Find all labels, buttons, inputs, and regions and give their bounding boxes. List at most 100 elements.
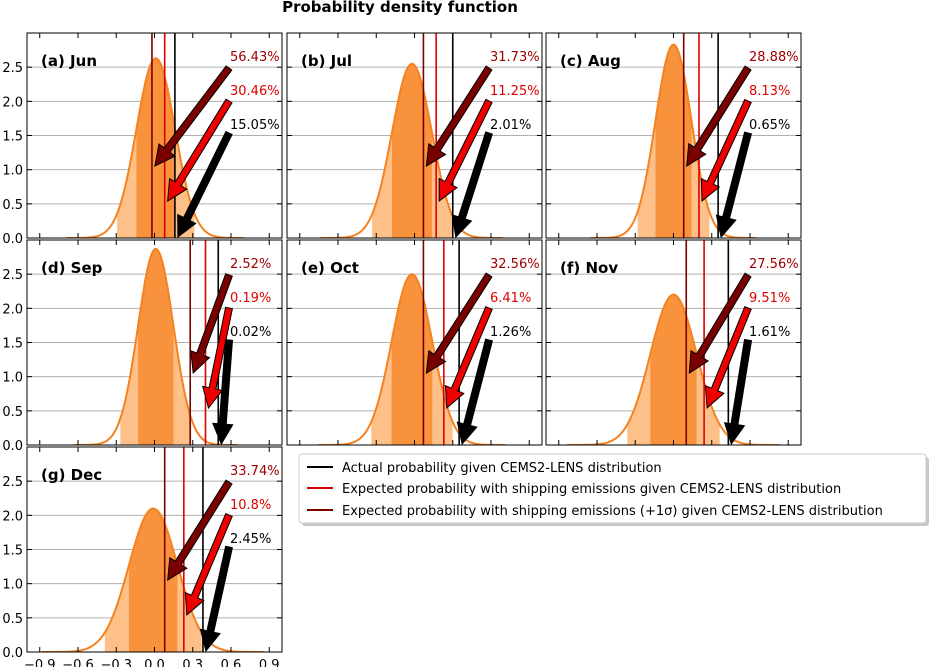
arrow-expected bbox=[704, 306, 752, 410]
panel-5: 27.56% 9.51% 1.61% (f) Nov bbox=[545, 239, 802, 446]
panel-frame bbox=[26, 239, 283, 446]
arrow-actual bbox=[723, 338, 753, 446]
panel-label: (b) Jul bbox=[301, 52, 352, 70]
x-tick-label: 0.6 bbox=[221, 658, 242, 667]
pct-sigma-label: 32.56% bbox=[490, 257, 540, 272]
density-line bbox=[66, 57, 244, 238]
y-tick-label: 2.0 bbox=[2, 95, 23, 110]
pct-actual-label: 1.61% bbox=[749, 325, 790, 340]
panel-0: 56.43% 30.46% 15.05% (a) Jun 0.0 0.5 1.0 1.5 2.0… bbox=[2, 32, 283, 247]
panel-frame bbox=[26, 32, 283, 239]
pct-actual-label: 15.05% bbox=[230, 118, 280, 133]
figure-title: Probability density function bbox=[282, 0, 518, 16]
pct-expected-label: 6.41% bbox=[490, 291, 531, 306]
legend-frame bbox=[298, 453, 927, 524]
density-line bbox=[590, 43, 757, 238]
arrow-actual bbox=[451, 131, 493, 239]
panel-3: 2.52% 0.19% 0.02% (d) Sep 0.0 0.5 1.0 1.5 2.0 2.5 bbox=[2, 239, 283, 454]
x-tick-label: 0.9 bbox=[259, 658, 280, 667]
density-band-inner bbox=[650, 294, 697, 445]
pct-sigma-label: 2.52% bbox=[230, 257, 271, 272]
y-tick-label: 2.5 bbox=[2, 61, 23, 76]
density-line bbox=[41, 507, 265, 652]
x-tick-label: −0.6 bbox=[62, 658, 94, 667]
density-line bbox=[320, 62, 503, 238]
arrow-expected bbox=[700, 98, 752, 203]
x-tick-label: 0.3 bbox=[182, 658, 203, 667]
arrow-actual bbox=[177, 130, 233, 238]
legend-label-expected-sigma: Expected probability with shipping emiss… bbox=[342, 504, 883, 519]
pct-actual-label: 0.65% bbox=[749, 118, 790, 133]
panel-1: 31.73% 11.25% 2.01% (b) Jul bbox=[286, 32, 543, 239]
panel-label: (e) Oct bbox=[301, 259, 359, 277]
arrow-actual bbox=[715, 131, 753, 239]
arrow-expected bbox=[167, 98, 233, 202]
legend-label-actual: Actual probability given CEMS2-LENS dist… bbox=[342, 461, 662, 476]
x-tick-label: −0.3 bbox=[100, 658, 132, 667]
panel-6: 33.74% 10.8% 2.45% (g) Dec −0.9 −0.6 −0.3 0.0 0.… bbox=[2, 446, 283, 667]
arrow-actual bbox=[456, 338, 494, 446]
y-tick-label: 2.5 bbox=[2, 475, 23, 490]
arrow-sigma bbox=[686, 65, 752, 167]
density-line bbox=[74, 247, 238, 445]
pct-sigma-label: 27.56% bbox=[749, 257, 799, 272]
pct-sigma-label: 33.74% bbox=[230, 464, 280, 479]
panel-frame bbox=[545, 239, 802, 446]
arrow-sigma bbox=[425, 65, 493, 167]
pct-actual-label: 2.01% bbox=[490, 118, 531, 133]
y-tick-label: 2.0 bbox=[2, 509, 23, 524]
panel-frame bbox=[26, 446, 283, 653]
pct-expected-label: 9.51% bbox=[749, 291, 790, 306]
y-tick-label: 1.0 bbox=[2, 578, 23, 593]
pct-expected-label: 30.46% bbox=[230, 84, 280, 99]
density-band-inner bbox=[138, 248, 174, 445]
panel-4: 32.56% 6.41% 1.26% (e) Oct bbox=[286, 239, 543, 446]
y-tick-label: 2.5 bbox=[2, 268, 23, 283]
y-tick-label: 0.0 bbox=[2, 646, 23, 661]
y-tick-label: 0.5 bbox=[2, 612, 23, 627]
y-tick-label: 0.5 bbox=[2, 198, 23, 213]
arrow-actual bbox=[212, 339, 234, 446]
panel-label: (f) Nov bbox=[560, 259, 618, 277]
density-band-inner bbox=[392, 63, 432, 238]
arrow-sigma bbox=[190, 273, 233, 375]
y-tick-label: 1.0 bbox=[2, 164, 23, 179]
pct-expected-label: 0.19% bbox=[230, 291, 271, 306]
density-band-inner bbox=[391, 274, 433, 445]
arrow-actual bbox=[199, 545, 233, 653]
legend-label-expected: Expected probability with shipping emiss… bbox=[342, 482, 841, 497]
y-tick-label: 0.5 bbox=[2, 405, 23, 420]
arrow-sigma bbox=[167, 479, 233, 581]
y-tick-label: 1.0 bbox=[2, 371, 23, 386]
panel-label: (g) Dec bbox=[41, 466, 102, 484]
panel-2: 28.88% 8.13% 0.65% (c) Aug bbox=[545, 32, 802, 239]
panel-frame bbox=[286, 239, 543, 446]
y-tick-label: 1.5 bbox=[2, 544, 23, 559]
y-tick-label: 0.0 bbox=[2, 439, 23, 454]
density-band-inner bbox=[655, 44, 692, 238]
y-tick-label: 2.0 bbox=[2, 302, 23, 317]
arrow-expected bbox=[184, 512, 233, 617]
pct-expected-label: 10.8% bbox=[230, 498, 271, 513]
density-line bbox=[318, 273, 506, 445]
arrow-expected bbox=[438, 98, 493, 202]
legend: Actual probability given CEMS2-LENS dist… bbox=[298, 453, 929, 526]
pct-actual-label: 0.02% bbox=[230, 325, 271, 340]
arrow-expected bbox=[202, 306, 233, 410]
arrow-sigma bbox=[154, 65, 233, 167]
pct-expected-label: 11.25% bbox=[490, 84, 540, 99]
y-tick-label: 1.5 bbox=[2, 130, 23, 145]
arrow-sigma bbox=[688, 272, 752, 374]
x-tick-label: 0.0 bbox=[144, 658, 165, 667]
density-line bbox=[567, 293, 780, 445]
arrow-expected bbox=[444, 305, 493, 410]
x-tick-label: −0.9 bbox=[24, 658, 56, 667]
panel-label: (d) Sep bbox=[41, 259, 103, 277]
pct-actual-label: 2.45% bbox=[230, 532, 271, 547]
y-tick-label: 0.0 bbox=[2, 232, 23, 247]
panel-label: (c) Aug bbox=[560, 52, 621, 70]
y-tick-label: 1.5 bbox=[2, 337, 23, 352]
pct-actual-label: 1.26% bbox=[490, 325, 531, 340]
pct-expected-label: 8.13% bbox=[749, 84, 790, 99]
